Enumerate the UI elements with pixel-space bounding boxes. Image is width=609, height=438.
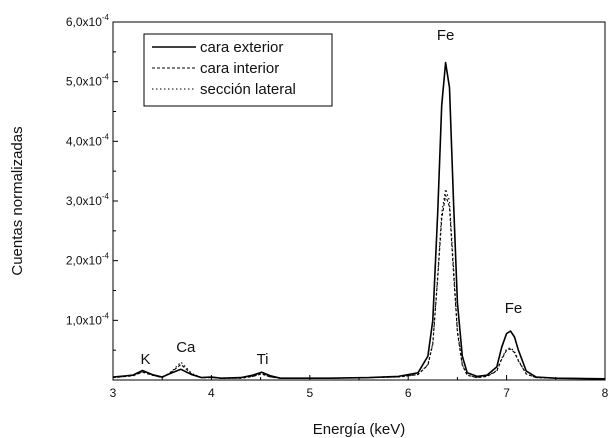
legend-label: sección lateral [200, 81, 296, 98]
y-tick-label: 6,0x10-4 [66, 13, 110, 29]
x-tick-label: 7 [503, 386, 510, 400]
x-axis-title: Energía (keV) [313, 421, 406, 438]
y-tick-label: 5,0x10-4 [66, 73, 110, 89]
series-line-solid [112, 61, 606, 380]
peak-label: Ti [257, 351, 269, 368]
peak-label: Fe [505, 300, 523, 317]
peak-label: Fe [437, 27, 455, 44]
x-tick-label: 8 [602, 386, 609, 400]
x-tick-label: 3 [110, 386, 117, 400]
legend-label: cara interior [200, 60, 279, 77]
y-axis-title: Cuentas normalizadas [9, 126, 26, 275]
y-tick-label: 1,0x10-4 [66, 311, 110, 327]
x-tick-label: 5 [306, 386, 313, 400]
peak-label: K [140, 351, 150, 368]
x-tick-label: 6 [405, 386, 412, 400]
y-tick-label: 4,0x10-4 [66, 132, 110, 148]
legend: cara exterior cara interior sección latera… [143, 33, 333, 107]
axis-ticks: 3 4 5 6 7 8 1,0x10-4 2,0x10-4 3,0x10-4 4,0x10-4 5,… [66, 13, 609, 400]
legend-box [143, 33, 333, 107]
peak-label: Ca [176, 339, 196, 356]
x-tick-label: 4 [208, 386, 215, 400]
legend-label: cara exterior [200, 39, 283, 56]
peak-annotations: K Ca Ti Fe Fe [140, 27, 522, 368]
y-tick-label: 2,0x10-4 [66, 252, 110, 268]
series-layer [112, 61, 606, 380]
y-tick-label: 3,0x10-4 [66, 192, 110, 208]
